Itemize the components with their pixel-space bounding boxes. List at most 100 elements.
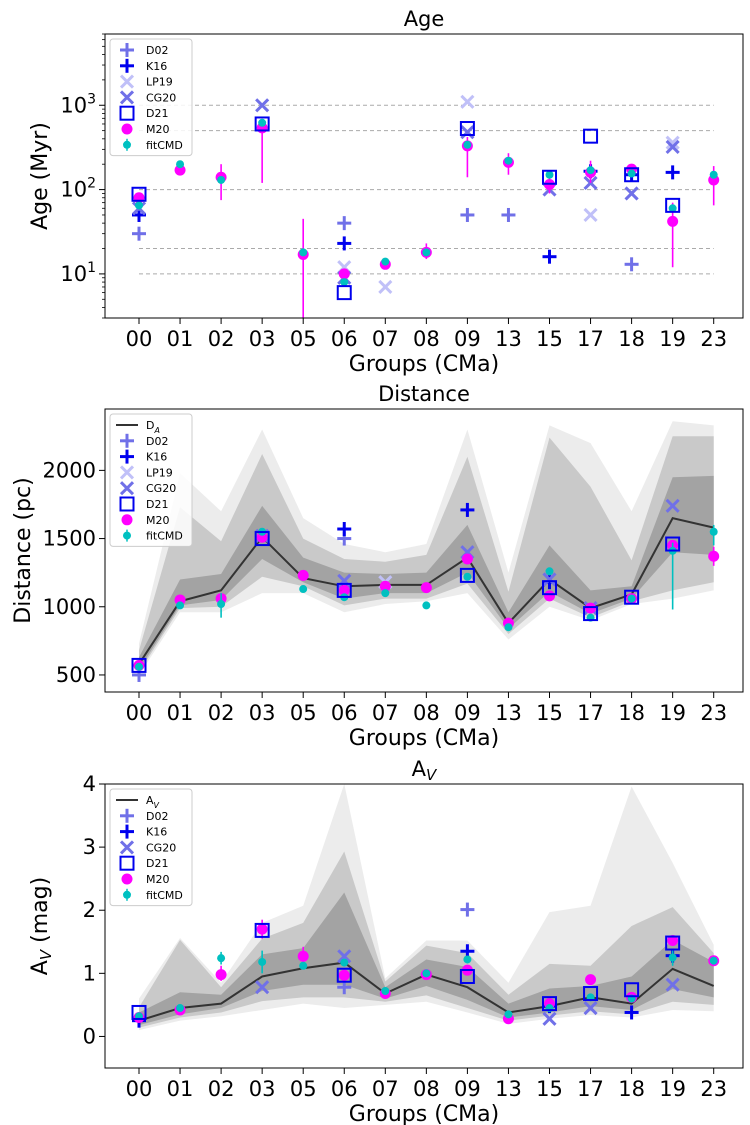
legend-entry: M20 <box>121 873 170 886</box>
legend-marker <box>119 465 135 480</box>
data-point <box>254 922 270 938</box>
data-point <box>338 584 350 596</box>
x-tick-label: 15 <box>536 701 563 725</box>
data-point <box>665 498 680 513</box>
x-tick-label: 00 <box>126 1077 153 1101</box>
y-axis-label: Distance (pc) <box>11 477 36 623</box>
plot-frame <box>104 408 744 693</box>
legend-label: M20 <box>146 514 170 527</box>
legend-marker <box>120 824 134 839</box>
data-point <box>709 527 718 536</box>
data-point <box>131 1004 147 1020</box>
x-tick-label: 18 <box>618 701 645 725</box>
legend-label: K16 <box>146 451 167 464</box>
legend-label: CG20 <box>146 841 176 854</box>
data-point <box>583 207 598 223</box>
data-point <box>174 164 186 176</box>
legend-marker <box>120 58 134 73</box>
y-tick-label: 0 <box>83 1024 96 1048</box>
x-axis-label: Groups (CMa) <box>349 1102 499 1125</box>
series-d21 <box>131 531 681 673</box>
chart-title: Age <box>404 7 445 31</box>
x-tick-label: 15 <box>536 327 563 351</box>
series-m20 <box>133 122 720 318</box>
data-point <box>299 585 308 594</box>
data-point <box>624 589 640 605</box>
data-point <box>131 657 147 673</box>
y-tick-label: 3 <box>83 835 96 859</box>
x-tick-label: 08 <box>413 327 440 351</box>
legend-marker <box>120 808 134 823</box>
data-point <box>297 569 309 581</box>
data-point <box>254 531 270 547</box>
series-d21 <box>131 116 681 301</box>
data-point <box>667 215 679 227</box>
x-tick-label: 23 <box>700 1077 727 1101</box>
legend-entry: CG20 <box>119 90 176 105</box>
x-tick-label: 01 <box>167 327 194 351</box>
legend-entry: CG20 <box>119 840 176 855</box>
legend-label: D21 <box>146 857 168 870</box>
legend-marker <box>123 140 131 149</box>
x-tick-label: 05 <box>290 1077 317 1101</box>
data-point <box>545 170 554 179</box>
legend-label: LP19 <box>146 76 173 89</box>
data-point <box>459 121 475 137</box>
data-point <box>665 977 680 992</box>
data-point <box>135 662 143 671</box>
data-point <box>378 279 393 295</box>
data-point <box>217 175 226 184</box>
data-point <box>668 953 677 962</box>
legend-marker <box>120 449 134 464</box>
legend-entry: DA <box>116 419 160 435</box>
band-3 <box>139 892 714 1026</box>
plot-frame <box>104 783 744 1069</box>
legend-entry: M20 <box>121 514 170 527</box>
data-point <box>627 594 636 603</box>
legend-marker <box>123 890 131 899</box>
legend-marker <box>123 531 131 540</box>
legend-label: K16 <box>146 826 167 839</box>
data-point <box>459 968 475 984</box>
data-point <box>504 156 513 165</box>
x-tick-label: 06 <box>331 327 358 351</box>
plot-frame <box>104 33 744 319</box>
data-point <box>336 582 352 598</box>
data-point <box>624 257 639 272</box>
data-point <box>708 550 720 562</box>
y-tick-label: 4 <box>83 772 96 796</box>
data-point <box>256 923 268 935</box>
data-point <box>340 958 349 967</box>
data-point <box>665 536 681 552</box>
legend-label: D21 <box>146 498 168 511</box>
x-tick-label: 07 <box>372 1077 399 1101</box>
data-point <box>709 170 718 179</box>
x-tick-label: 19 <box>659 327 686 351</box>
data-point <box>135 201 143 210</box>
data-point <box>254 116 270 132</box>
legend-entry: K16 <box>120 449 167 464</box>
data-point <box>422 248 431 257</box>
data-point <box>542 169 557 185</box>
legend-entry: D21 <box>119 855 168 871</box>
data-point <box>381 589 390 598</box>
data-point <box>501 207 516 222</box>
legend-label: CG20 <box>146 482 176 495</box>
data-point <box>665 935 681 951</box>
data-point <box>544 590 555 602</box>
y-axis-label: AV (mag) <box>28 877 55 975</box>
y-tick-label: 1000 <box>43 595 96 619</box>
data-point <box>504 623 513 632</box>
legend-label: DA <box>146 419 160 435</box>
data-point <box>258 118 267 127</box>
legend-marker <box>120 43 134 57</box>
x-tick-label: 13 <box>495 1077 522 1101</box>
data-point <box>624 982 640 998</box>
y-axis-label: Age (Myr) <box>28 122 53 230</box>
series-fitcmd <box>135 949 718 1021</box>
data-point <box>460 207 475 222</box>
legend-entry: K16 <box>120 58 167 73</box>
legend-entry: D02 <box>120 808 168 823</box>
data-point <box>337 949 352 964</box>
legend-entry: M20 <box>121 123 170 136</box>
